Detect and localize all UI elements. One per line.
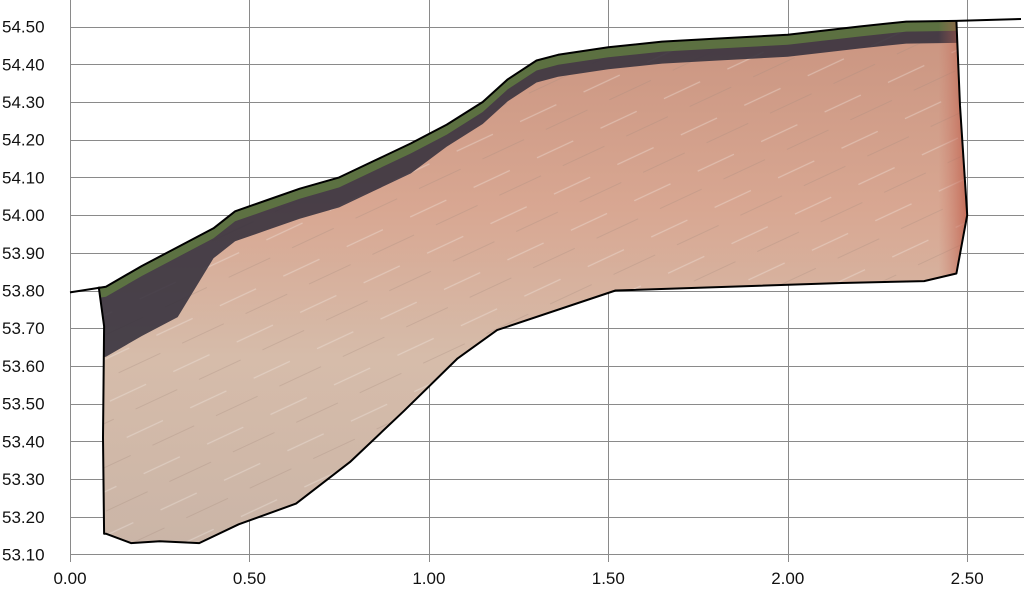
trench-bottom-line [97, 20, 969, 545]
y-tick-label: 53.80 [2, 282, 45, 301]
red-root-zone [938, 20, 968, 276]
y-tick-label: 54.50 [2, 18, 45, 37]
x-tick-label: 1.50 [592, 569, 625, 588]
y-axis-tick-labels: 54.50 54.40 54.30 54.20 54.10 54.00 53.90 53.80… [2, 18, 45, 565]
y-tick-label: 54.20 [2, 131, 45, 150]
y-tick-label: 53.10 [2, 545, 45, 564]
y-tick-label: 53.40 [2, 432, 45, 451]
ground-surface-line [69, 18, 1022, 294]
y-tick-label: 54.30 [2, 93, 45, 112]
y-tick-label: 53.90 [2, 244, 45, 263]
y-tick-label: 54.00 [2, 206, 45, 225]
y-tick-label: 53.60 [2, 357, 45, 376]
y-tick-label: 54.40 [2, 55, 45, 74]
x-tick-label: 2.00 [771, 569, 804, 588]
y-tick-label: 53.30 [2, 470, 45, 489]
x-tick-label: 0.00 [53, 569, 86, 588]
y-tick-label: 53.50 [2, 395, 45, 414]
y-tick-label: 54.10 [2, 168, 45, 187]
x-tick-label: 0.50 [233, 569, 266, 588]
x-axis-tick-labels: 0.00 0.50 1.00 1.50 2.00 2.50 [53, 569, 983, 588]
x-tick-label: 1.00 [412, 569, 445, 588]
y-tick-label: 53.20 [2, 508, 45, 527]
section-outlines [69, 18, 1022, 545]
y-tick-label: 53.70 [2, 319, 45, 338]
x-tick-label: 2.50 [951, 569, 984, 588]
